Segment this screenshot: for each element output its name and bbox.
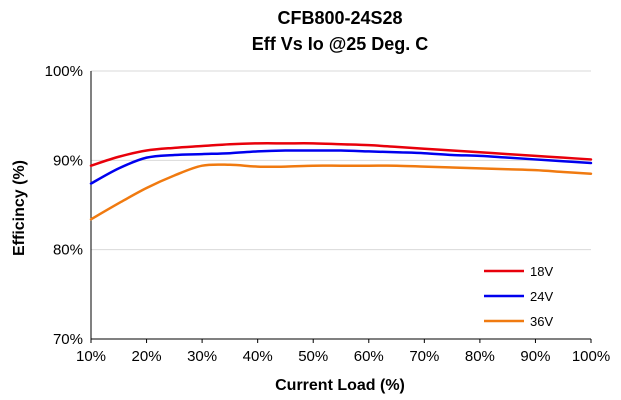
x-tick-label: 50%	[298, 348, 328, 365]
y-tick-label: 70%	[53, 331, 83, 348]
x-axis-title: Current Load (%)	[275, 377, 405, 394]
series-line-24v	[89, 149, 593, 185]
gridlines	[91, 70, 591, 251]
series-line-18v	[89, 142, 593, 167]
x-tick-label: 100%	[572, 348, 610, 365]
x-tick-label: 60%	[354, 348, 384, 365]
x-tick-labels: 10% 20% 30% 40% 50% 60% 70% 80% 90% 100%	[76, 348, 610, 365]
y-tick-label: 100%	[45, 63, 83, 80]
y-tick-label: 90%	[53, 152, 83, 169]
y-axis-title: Efficincy (%)	[11, 160, 28, 256]
legend-label: 36V	[530, 314, 553, 329]
x-tick-label: 90%	[520, 348, 550, 365]
y-tick-labels: 70% 80% 90% 100%	[45, 63, 83, 348]
legend: 18V 24V 36V	[484, 264, 553, 329]
y-tick-label: 80%	[53, 242, 83, 259]
legend-label: 18V	[530, 264, 553, 279]
x-tick-label: 10%	[76, 348, 106, 365]
x-tick-label: 40%	[243, 348, 273, 365]
axes	[90, 71, 592, 343]
series-lines	[89, 142, 593, 221]
x-tick-label: 80%	[465, 348, 495, 365]
x-tick-label: 30%	[187, 348, 217, 365]
x-tick-label: 20%	[132, 348, 162, 365]
chart-title: CFB800-24S28	[277, 8, 402, 28]
x-tick-label: 70%	[409, 348, 439, 365]
series-line-36v	[89, 163, 593, 221]
chart-subtitle: Eff Vs Io @25 Deg. C	[252, 34, 429, 54]
legend-label: 24V	[530, 289, 553, 304]
